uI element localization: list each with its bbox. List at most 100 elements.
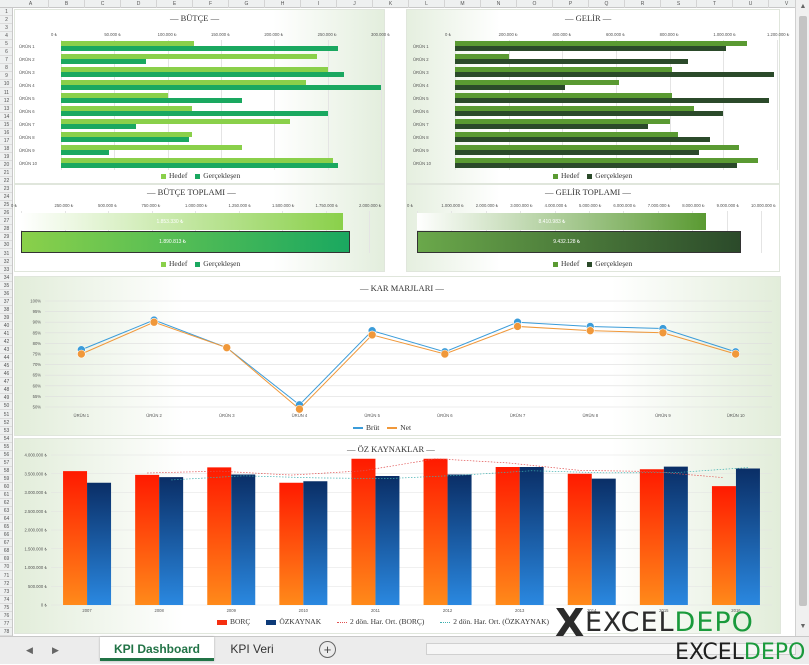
scroll-thumb[interactable] [799,16,807,606]
column-header[interactable]: Q [589,0,625,8]
column-header[interactable]: U [733,0,769,8]
row-header[interactable]: 59 [0,475,12,483]
row-header[interactable]: 12 [0,97,12,105]
row-header[interactable]: 19 [0,153,12,161]
row-header[interactable]: 15 [0,121,12,129]
row-header[interactable]: 14 [0,113,12,121]
row-header[interactable]: 67 [0,539,12,548]
row-header[interactable]: 60 [0,483,12,491]
row-header[interactable]: 16 [0,129,12,137]
row-header[interactable]: 74 [0,596,12,604]
row-header[interactable]: 46 [0,370,12,379]
row-header[interactable]: 55 [0,443,12,451]
row-header[interactable]: 45 [0,362,12,371]
row-header[interactable]: 24 [0,193,12,202]
row-header[interactable]: 77 [0,620,12,628]
column-header[interactable]: A [13,0,49,8]
column-header[interactable]: I [301,0,337,8]
column-header[interactable]: K [373,0,409,8]
row-header[interactable]: 23 [0,185,12,194]
row-header[interactable]: 41 [0,330,12,338]
row-header[interactable]: 42 [0,338,12,347]
tab-kpi-veri[interactable]: KPI Veri [230,642,274,656]
column-header[interactable]: H [265,0,301,8]
row-header[interactable]: 4 [0,32,12,41]
row-header[interactable]: 8 [0,64,12,73]
row-header[interactable]: 52 [0,419,12,427]
row-header[interactable]: 75 [0,604,12,612]
row-header[interactable]: 78 [0,628,12,636]
row-header[interactable]: 13 [0,105,12,113]
row-header[interactable]: 44 [0,354,12,363]
column-header[interactable]: D [121,0,157,8]
column-header[interactable]: N [481,0,517,8]
column-header[interactable]: T [697,0,733,8]
row-header[interactable]: 5 [0,40,12,49]
column-header[interactable]: M [445,0,481,8]
column-header[interactable]: P [553,0,589,8]
row-header[interactable]: 73 [0,588,12,596]
add-sheet-button[interactable]: + [319,641,336,658]
column-header[interactable]: L [409,0,445,8]
row-header[interactable]: 37 [0,298,12,306]
row-header[interactable]: 50 [0,402,12,411]
row-header[interactable]: 61 [0,491,12,499]
column-header[interactable]: J [337,0,373,8]
row-header[interactable]: 54 [0,435,12,443]
row-headers[interactable]: 1 2 3 4 5 6 7 8 9 10 11 12 13 14 15 16 17 18 19 20 21 22 23 24 2… [0,8,13,636]
row-header[interactable]: 6 [0,48,12,57]
row-header[interactable]: 21 [0,169,12,177]
row-header[interactable]: 38 [0,306,12,314]
row-header[interactable]: 17 [0,137,12,145]
column-header[interactable]: F [193,0,229,8]
row-header[interactable]: 32 [0,258,12,266]
column-header[interactable]: E [157,0,193,8]
column-header[interactable]: S [661,0,697,8]
row-header[interactable]: 25 [0,201,12,210]
chart-butce[interactable]: — BÜTÇE — 0 ₺ 50.000 ₺ 100.000 ₺ 150.000 ₺ 2… [14,9,390,184]
row-header[interactable]: 47 [0,378,12,387]
row-header[interactable]: 65 [0,523,12,532]
chart-gelir[interactable]: — GELİR — 0 ₺ 200.000 ₺ 400.000 ₺ 600.000 ₺… [406,9,789,184]
row-header[interactable]: 35 [0,282,12,290]
row-header[interactable]: 58 [0,467,12,475]
tab-kpi-dashboard[interactable]: KPI Dashboard [100,637,214,661]
chart-kar-marjlari[interactable]: — KAR MARJLARI — 50% 55% 60% 65% 70% 75% 80% 85… [14,276,781,436]
row-header[interactable]: 68 [0,547,12,556]
chart-butce-toplami[interactable]: — BÜTÇE TOPLAMI — 0 ₺ 250.000 ₺ 500.000 ₺ 7… [11,184,385,272]
row-header[interactable]: 62 [0,499,12,508]
prev-sheet-icon[interactable]: ◀ [26,645,33,655]
column-header[interactable]: G [229,0,265,8]
row-header[interactable]: 57 [0,459,12,467]
row-header[interactable]: 49 [0,394,12,403]
row-header[interactable]: 7 [0,56,12,65]
row-header[interactable]: 63 [0,507,12,516]
row-header[interactable]: 2 [0,16,12,25]
row-header[interactable]: 72 [0,580,12,588]
column-header[interactable]: B [49,0,85,8]
row-header[interactable]: 56 [0,451,12,459]
row-header[interactable]: 33 [0,266,12,274]
row-header[interactable]: 70 [0,563,12,572]
horizontal-scrollbar[interactable] [426,643,796,655]
row-header[interactable]: 64 [0,515,12,524]
row-header[interactable]: 29 [0,233,12,242]
row-header[interactable]: 28 [0,225,12,234]
row-header[interactable]: 39 [0,314,12,322]
row-header[interactable]: 11 [0,89,12,97]
row-header[interactable]: 3 [0,24,12,33]
row-header[interactable]: 53 [0,427,12,435]
column-header[interactable]: R [625,0,661,8]
column-header[interactable]: O [517,0,553,8]
row-header[interactable]: 71 [0,572,12,580]
row-header[interactable]: 27 [0,217,12,226]
row-header[interactable]: 48 [0,386,12,395]
row-header[interactable]: 43 [0,346,12,355]
scroll-down-icon[interactable]: ▼ [799,623,807,630]
chart-oz-kaynaklar[interactable]: — ÖZ KAYNAKLAR — 0 ₺ 500.000 ₺ 1.000.000 ₺… [14,438,781,634]
row-header[interactable]: 22 [0,177,12,186]
row-header[interactable]: 31 [0,250,12,258]
row-header[interactable]: 18 [0,145,12,153]
